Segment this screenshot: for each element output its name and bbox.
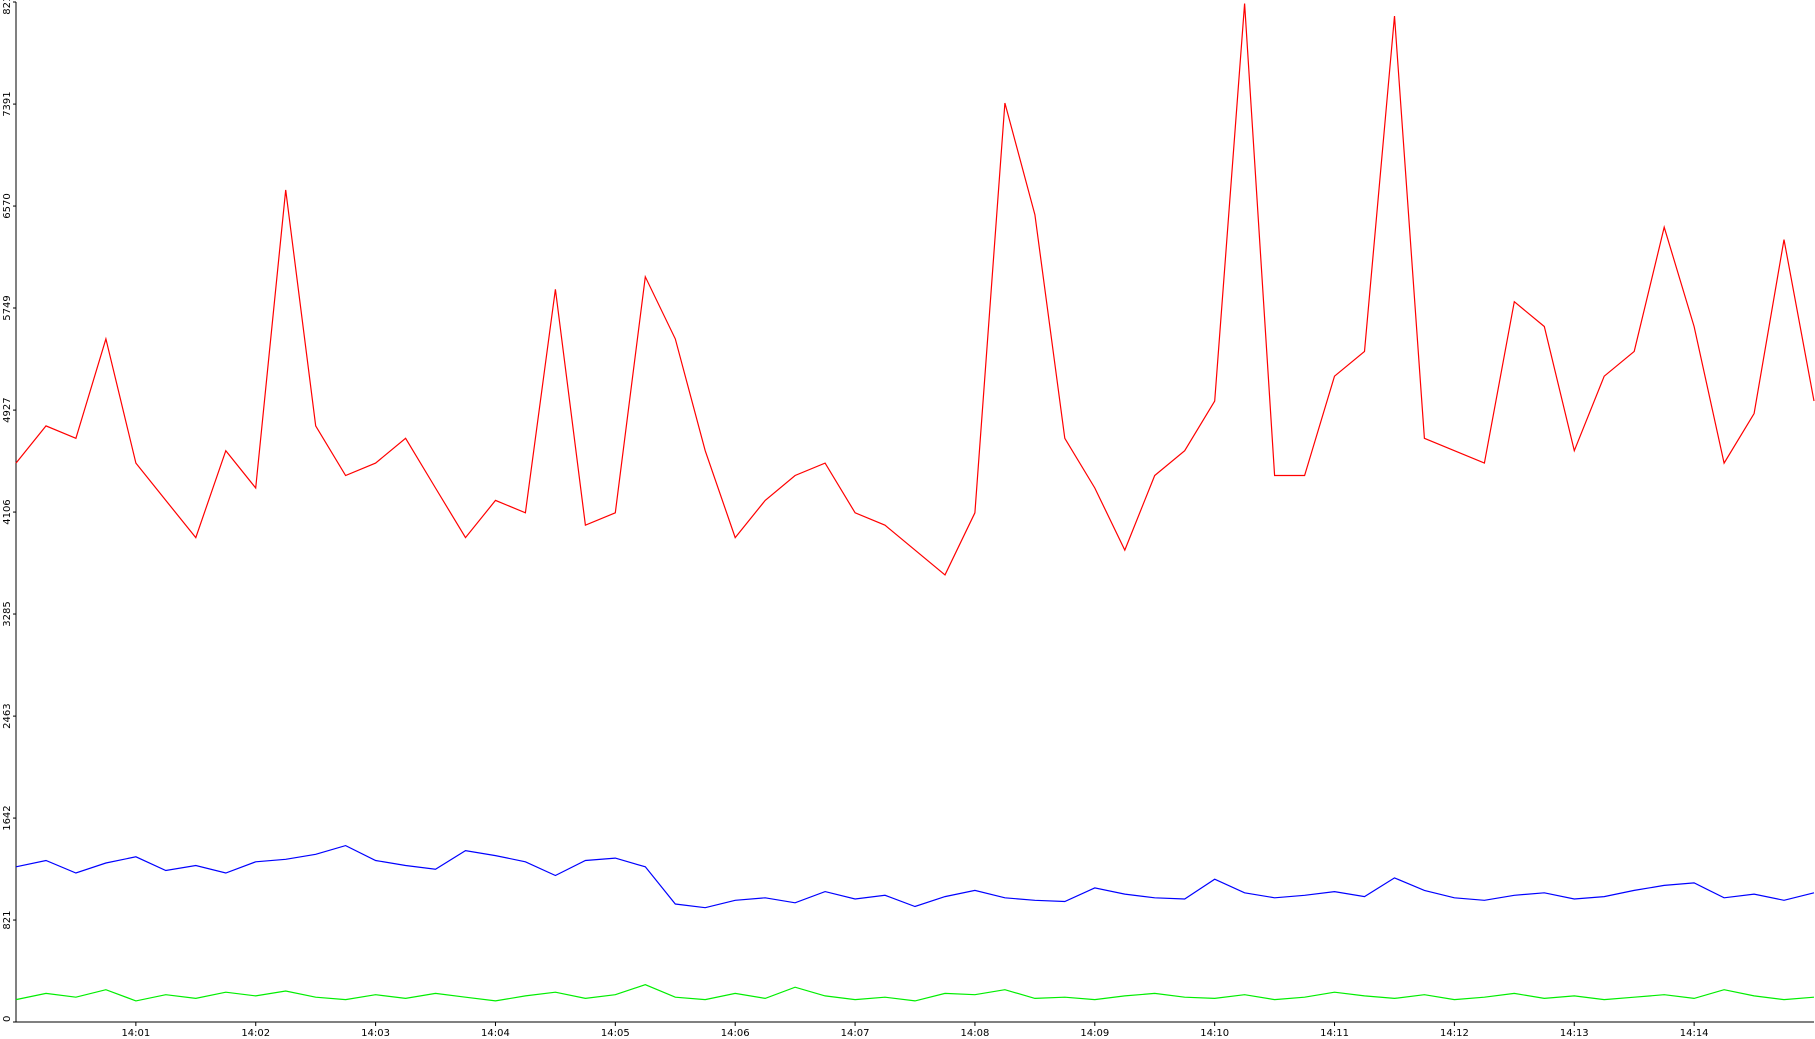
y-tick-label: 7391 [2,91,13,116]
y-tick-label: 2463 [2,703,13,728]
series-line [15,3,1815,576]
y-tick-label: 5749 [2,295,13,320]
x-tick-label: 14:11 [1320,1028,1349,1039]
x-tick-label: 14:12 [1440,1028,1469,1039]
x-tick-label: 14:01 [121,1028,150,1039]
x-tick-label: 14:07 [841,1028,870,1039]
y-tick-label: 3285 [2,601,13,626]
y-tick-label: 1642 [2,805,13,830]
series-line [15,984,1815,1002]
series-line [15,844,1815,909]
x-tick-label: 14:14 [1680,1028,1709,1039]
x-tick-label: 14:06 [721,1028,750,1039]
y-tick-label: 0 [2,1016,13,1022]
y-tick-label: 6570 [2,193,13,218]
x-tick-label: 14:03 [361,1028,390,1039]
y-tick-label: 8213 [2,0,13,15]
x-tick-label: 14:04 [481,1028,510,1039]
x-tick-label: 14:02 [241,1028,270,1039]
x-tick-label: 14:10 [1200,1028,1229,1039]
x-tick-label: 14:08 [961,1028,990,1039]
x-tick-label: 14:13 [1560,1028,1589,1039]
x-tick-label: 14:05 [601,1028,630,1039]
y-tick-label: 4927 [2,397,13,422]
y-tick-label: 821 [2,910,13,929]
y-tick-label: 4106 [2,499,13,524]
x-tick-label: 14:09 [1080,1028,1109,1039]
